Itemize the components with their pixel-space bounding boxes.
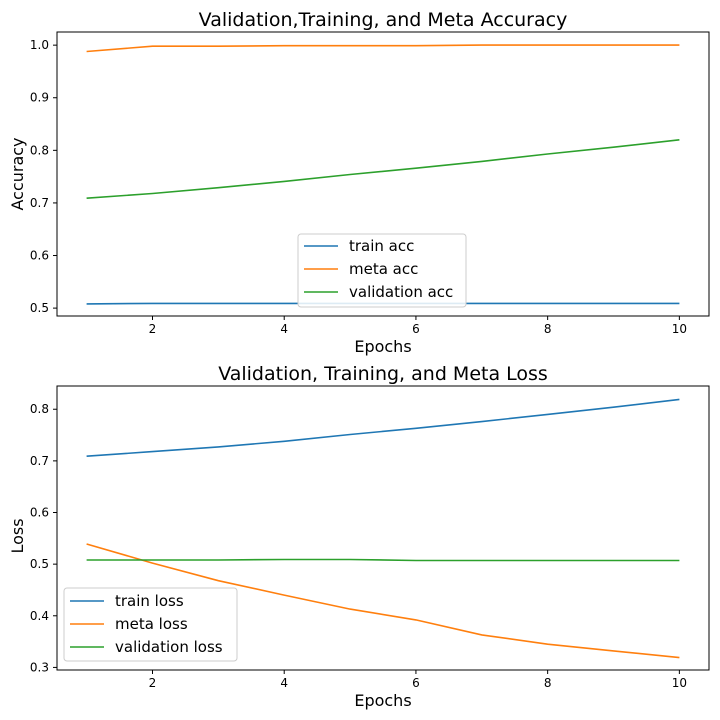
legend: train acc meta acc validation acc [297, 233, 467, 308]
y-tick-label: 0.5 [30, 301, 49, 315]
x-tick-label: 4 [280, 676, 288, 690]
y-tick-label: 0.8 [30, 143, 49, 157]
y-tick-label: 0.5 [30, 557, 49, 571]
y-tick-label: 0.6 [30, 506, 49, 520]
y-axis-label: Loss [8, 518, 27, 553]
y-tick-label: 1.0 [30, 38, 49, 52]
x-tick-label: 2 [149, 322, 157, 336]
legend-label: train acc [349, 237, 414, 255]
y-tick-label: 0.8 [30, 402, 49, 416]
axis-ticks: 2 4 6 8 10 0.5 0.6 0.7 0.8 0.9 1.0 [30, 38, 687, 336]
x-tick-label: 2 [149, 676, 157, 690]
y-tick-label: 0.4 [30, 609, 49, 623]
legend-label: validation loss [115, 638, 223, 656]
legend-box [63, 587, 238, 662]
plot-frame [56, 385, 710, 671]
y-tick-label: 0.6 [30, 249, 49, 263]
series-line-train-loss [86, 398, 680, 457]
legend-label: validation acc [349, 283, 453, 301]
y-tick-label: 0.9 [30, 91, 49, 105]
x-tick-label: 6 [412, 322, 420, 336]
x-tick-label: 8 [544, 322, 552, 336]
legend-entry-validation-loss: validation loss [70, 638, 223, 656]
y-tick-label: 0.7 [30, 196, 49, 210]
x-tick-label: 8 [544, 676, 552, 690]
chart-title: Validation, Training, and Meta Loss [218, 363, 548, 385]
legend-entry-validation-acc: validation acc [304, 283, 453, 301]
legend-entry-meta-acc: meta acc [304, 260, 418, 278]
x-axis-label: Epochs [354, 691, 411, 710]
series-line-validation-acc [86, 139, 680, 199]
legend-entry-meta-loss: meta loss [70, 615, 188, 633]
legend-label: meta loss [115, 615, 188, 633]
chart-title: Validation,Training, and Meta Accuracy [199, 9, 568, 31]
x-tick-label: 6 [412, 676, 420, 690]
y-tick-label: 0.7 [30, 454, 49, 468]
loss-chart: Validation, Training, and Meta Loss Epoc… [8, 363, 710, 710]
series-line-meta-acc [86, 44, 680, 53]
x-tick-label: 4 [280, 322, 288, 336]
legend: train loss meta loss validation loss [63, 587, 238, 662]
legend-label: train loss [115, 592, 184, 610]
accuracy-chart: Validation,Training, and Meta Accuracy E… [8, 9, 710, 356]
y-tick-label: 0.3 [30, 660, 49, 674]
x-tick-label: 10 [672, 676, 687, 690]
series-line-validation-loss [86, 558, 680, 562]
axis-ticks: 2 4 6 8 10 0.3 0.4 0.5 0.6 0.7 0.8 [30, 402, 687, 690]
legend-box [297, 233, 467, 308]
x-tick-label: 10 [672, 322, 687, 336]
x-axis-label: Epochs [354, 337, 411, 356]
plot-frame [56, 31, 710, 317]
series-lines [86, 398, 680, 659]
legend-label: meta acc [349, 260, 418, 278]
y-axis-label: Accuracy [8, 137, 27, 210]
legend-entry-train-loss: train loss [70, 592, 184, 610]
legend-entry-train-acc: train acc [304, 237, 414, 255]
series-line-meta-loss [86, 543, 680, 659]
